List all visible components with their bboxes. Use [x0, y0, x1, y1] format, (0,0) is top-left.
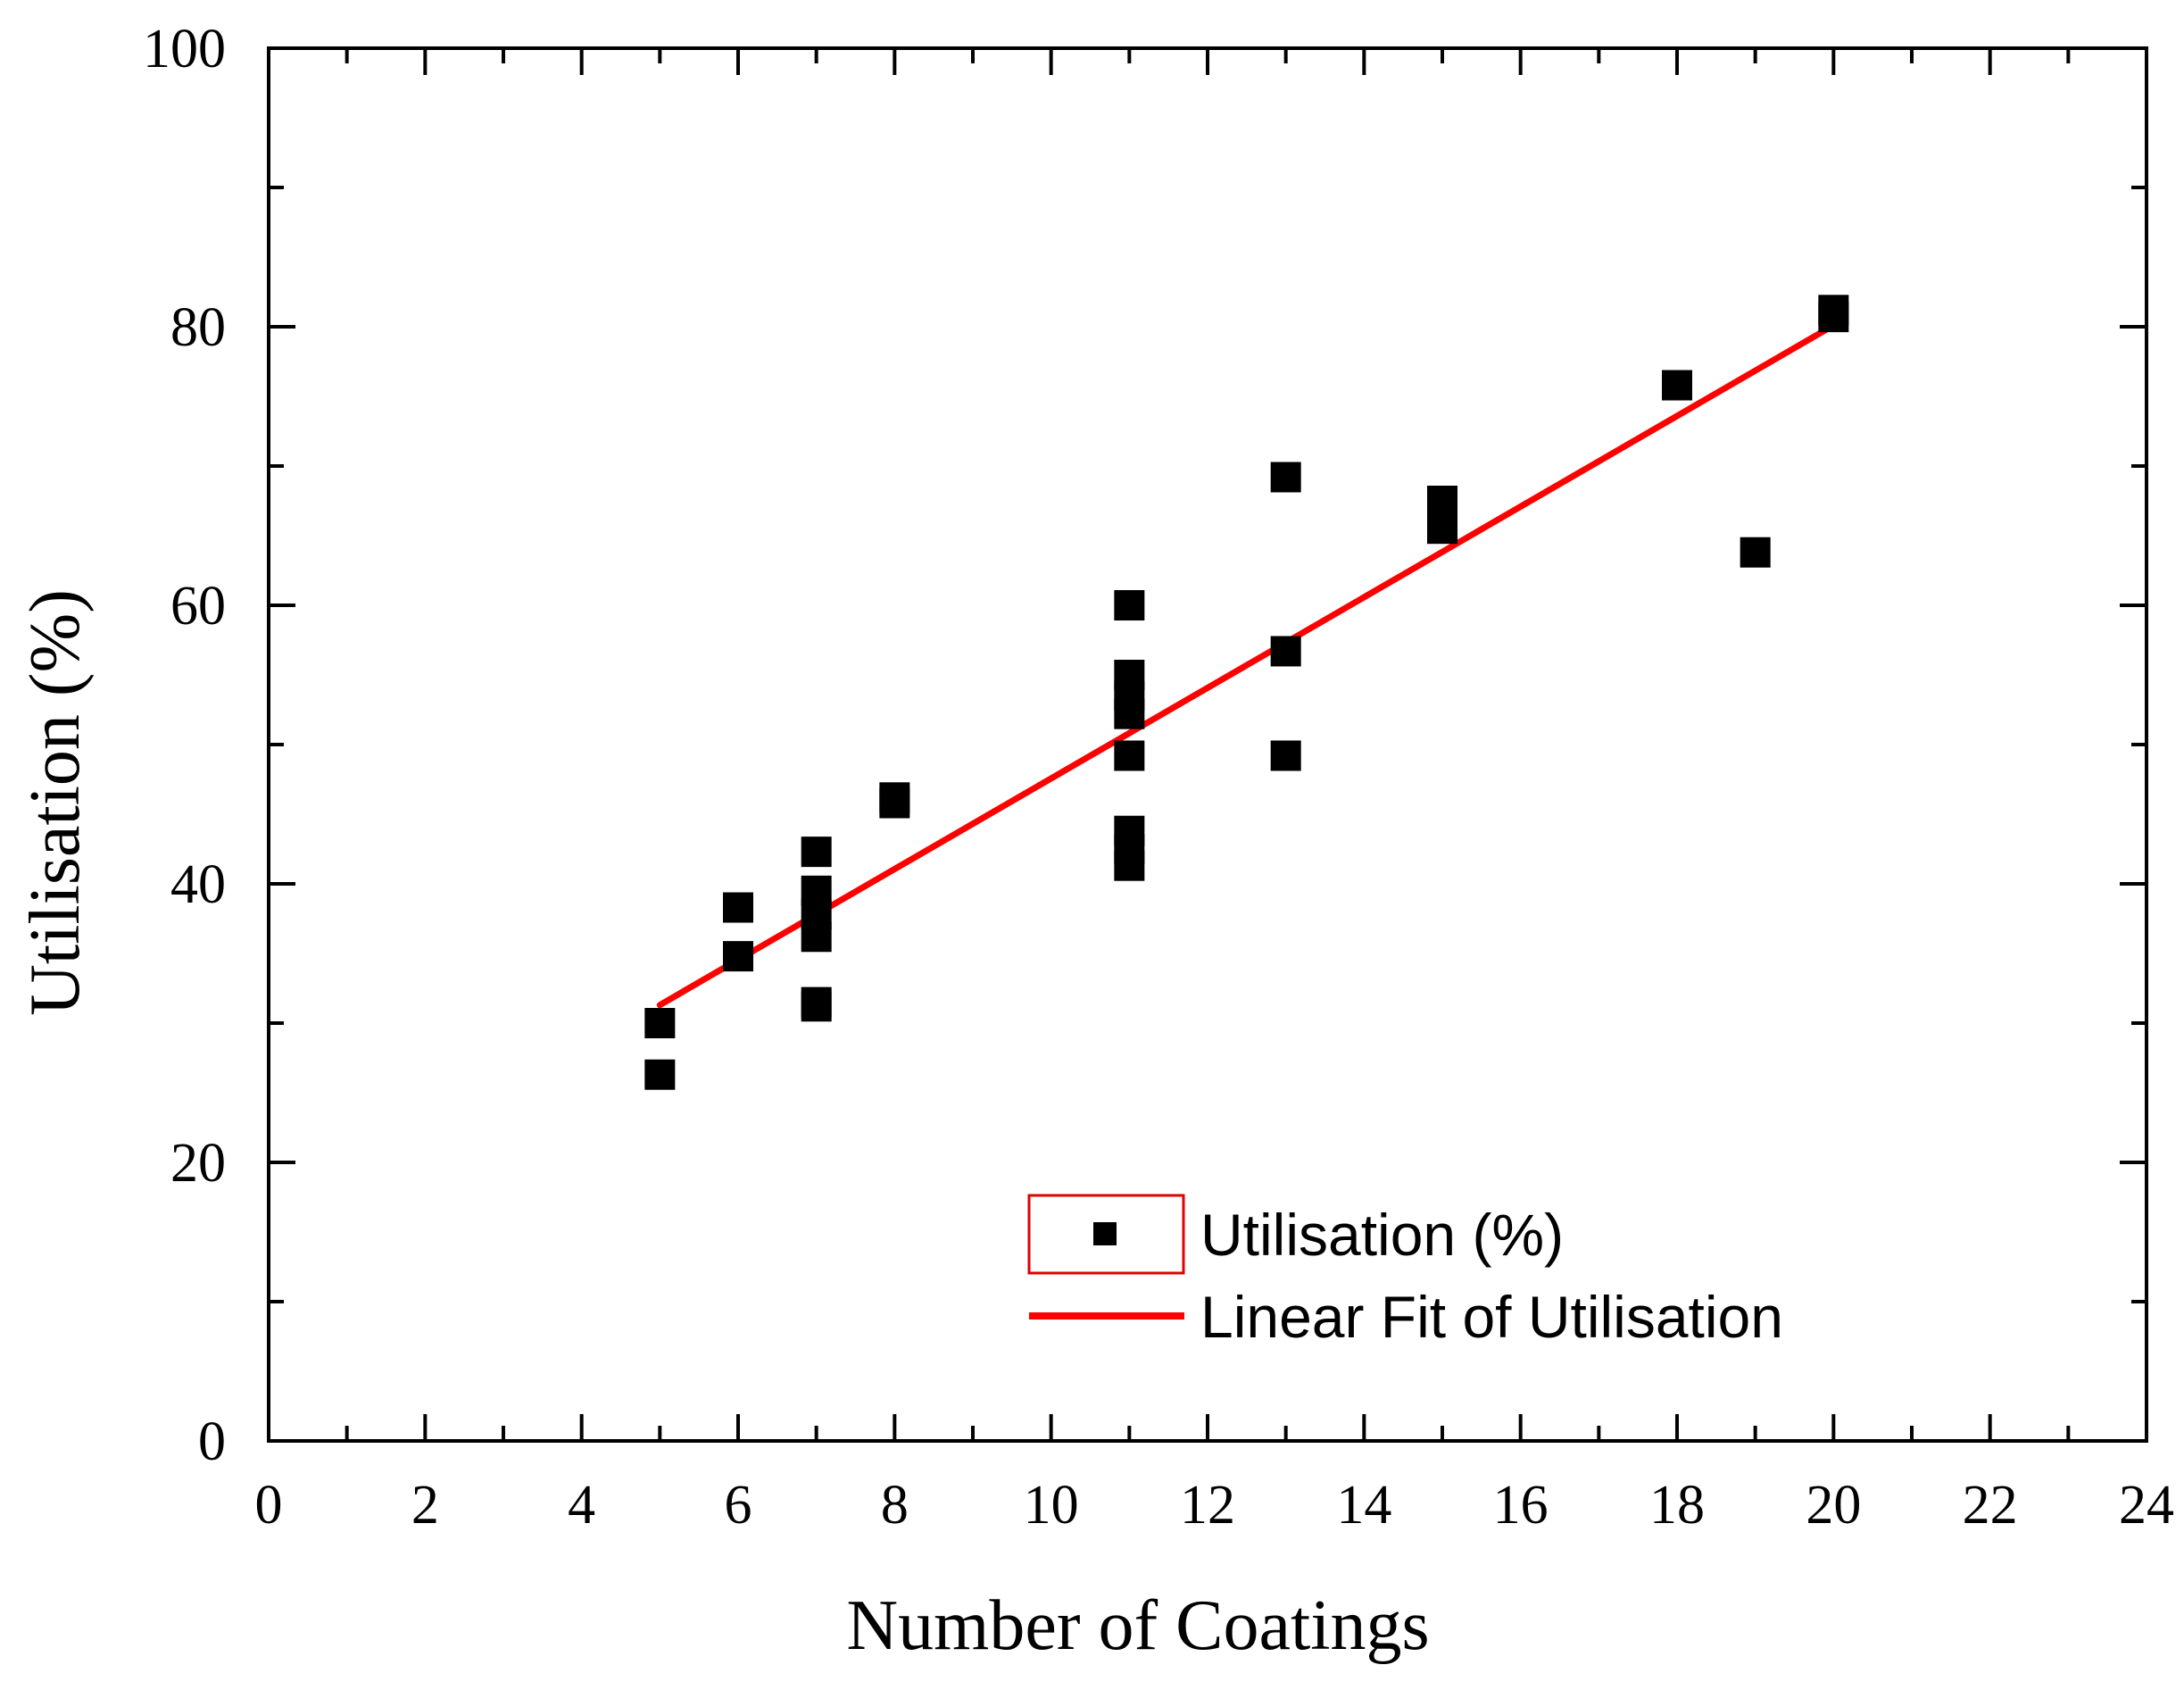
data-point [644, 1059, 676, 1090]
x-tick-label: 20 [1806, 1475, 1861, 1536]
tick-marks [267, 46, 2148, 1443]
data-point [644, 1008, 676, 1038]
legend-label-utilisation: Utilisation (%) [1200, 1202, 1564, 1268]
y-tick-label: 40 [170, 854, 226, 915]
data-point [1114, 740, 1145, 771]
data-point [1427, 513, 1457, 545]
y-tick-label: 0 [198, 1411, 226, 1472]
data-point [723, 941, 753, 972]
data-point [1114, 850, 1145, 881]
x-tick-label: 2 [411, 1475, 439, 1536]
scatter-points [644, 295, 1849, 1090]
y-tick-label: 100 [143, 19, 226, 79]
data-point [1270, 636, 1301, 667]
x-tick-label: 12 [1180, 1475, 1235, 1536]
x-axis-title: Number of Coatings [846, 1586, 1429, 1665]
data-point [1818, 302, 1849, 333]
data-point [879, 787, 910, 819]
x-tick-label: 4 [568, 1475, 595, 1536]
legend-label-linear-fit: Linear Fit of Utilisation [1200, 1284, 1783, 1350]
legend: Utilisation (%) Linear Fit of Utilisatio… [1027, 1194, 1783, 1350]
x-tick-label: 18 [1649, 1475, 1705, 1536]
legend-highlight-box [1027, 1194, 1185, 1275]
fit-line-group [656, 321, 1837, 1009]
x-tick-label: 8 [881, 1475, 909, 1536]
data-point [1114, 698, 1145, 729]
y-tick-label: 80 [170, 297, 226, 358]
y-axis-title: Utilisation (%) [16, 589, 95, 1016]
x-tick-label: 24 [2119, 1475, 2174, 1536]
data-point [801, 987, 832, 1018]
linear-fit-line [656, 321, 1837, 1009]
x-tick-label: 16 [1493, 1475, 1549, 1536]
legend-scatter-marker [1093, 1222, 1117, 1245]
data-point [1662, 370, 1692, 401]
plot-frame [267, 46, 2148, 1443]
data-point [1114, 590, 1145, 620]
x-tick-label: 10 [1024, 1475, 1079, 1536]
x-tick-label: 6 [725, 1475, 752, 1536]
x-tick-label: 0 [255, 1475, 283, 1536]
y-tick-label: 60 [170, 576, 226, 637]
y-tick-label: 20 [170, 1133, 226, 1194]
data-point [801, 921, 832, 953]
data-point [723, 892, 753, 923]
data-point [1270, 740, 1301, 771]
data-point [1740, 537, 1771, 568]
data-point [1270, 462, 1301, 493]
x-tick-label: 14 [1336, 1475, 1391, 1536]
x-tick-label: 22 [1963, 1475, 2018, 1536]
data-point [801, 837, 832, 868]
